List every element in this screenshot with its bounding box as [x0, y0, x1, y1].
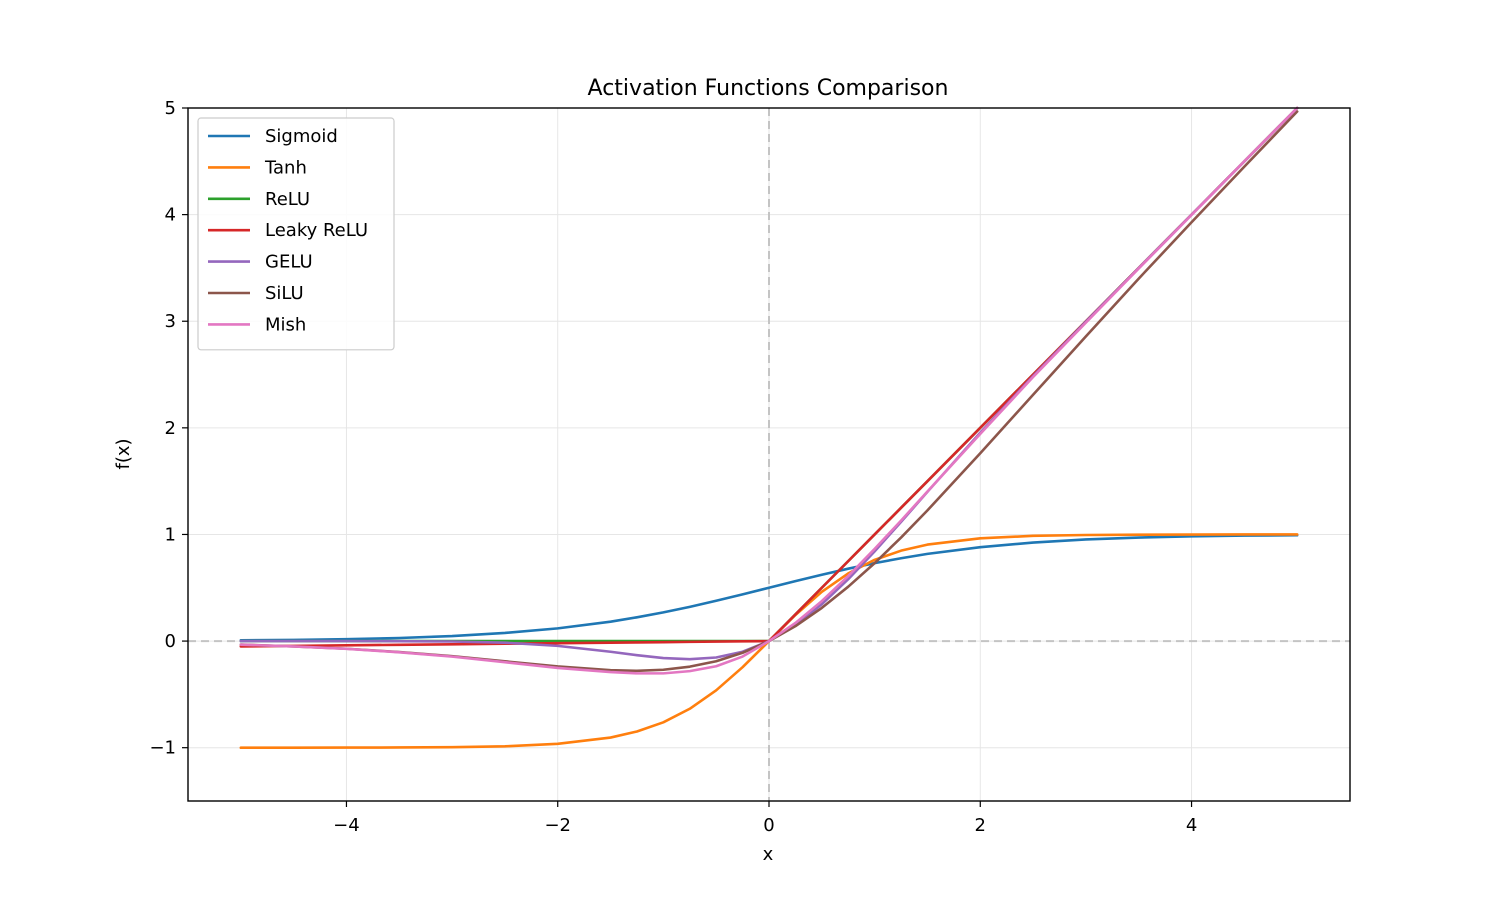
x-tick-label: −4: [333, 815, 360, 836]
chart-title: Activation Functions Comparison: [588, 76, 949, 101]
y-tick-label: −1: [149, 738, 176, 759]
y-tick-label: 0: [165, 631, 176, 652]
y-axis-ticks: −1 0 1 2 3 4 5: [149, 98, 188, 759]
series-lines: [239, 106, 1299, 749]
zero-reference-lines: [188, 108, 1350, 801]
legend-label-gelu: GELU: [265, 252, 313, 273]
legend-label-sigmoid: Sigmoid: [265, 126, 338, 147]
legend: Sigmoid Tanh ReLU Leaky ReLU GELU SiLU Mish: [197, 117, 395, 351]
y-tick-label: 5: [165, 98, 176, 119]
x-tick-label: 4: [1186, 815, 1197, 836]
x-tick-label: 0: [763, 815, 774, 836]
y-tick-label: 4: [165, 205, 176, 226]
x-axis-ticks: −4 −2 0 2 4: [333, 801, 1197, 836]
y-tick-label: 2: [165, 418, 176, 439]
x-tick-label: 2: [975, 815, 986, 836]
legend-label-relu: ReLU: [265, 189, 310, 210]
y-tick-label: 3: [165, 311, 176, 332]
x-axis-label: x: [763, 844, 774, 865]
legend-label-mish: Mish: [265, 314, 306, 335]
legend-label-leaky-relu: Leaky ReLU: [265, 220, 368, 241]
x-tick-label: −2: [544, 815, 571, 836]
series-line-mish: [239, 106, 1299, 675]
series-line-sigmoid: [239, 533, 1299, 642]
legend-label-tanh: Tanh: [264, 157, 307, 178]
legend-label-silu: SiLU: [265, 283, 304, 304]
y-axis-label: f(x): [113, 438, 134, 469]
y-tick-label: 1: [165, 524, 176, 545]
